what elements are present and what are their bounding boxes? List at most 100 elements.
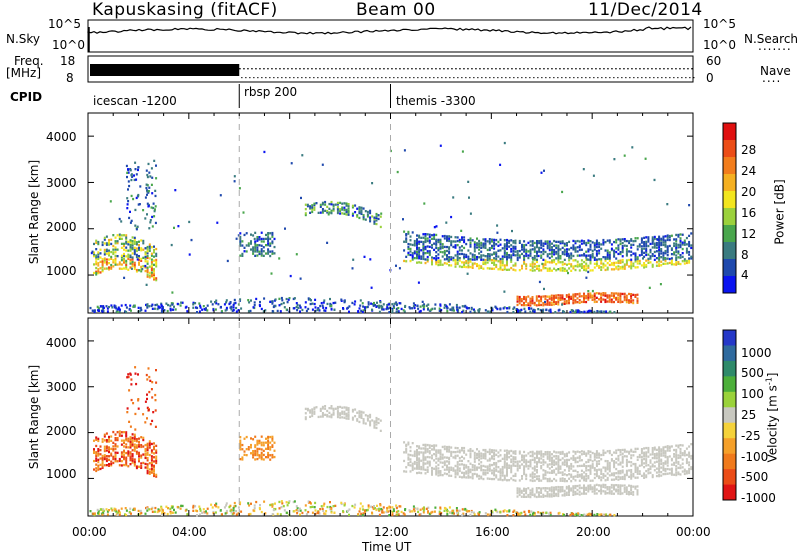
velocity-cell	[572, 493, 575, 496]
velocity-cell	[621, 455, 624, 458]
power-cell	[138, 255, 140, 258]
velocity-cell	[668, 472, 671, 475]
power-cell	[634, 260, 637, 263]
velocity-cell	[630, 492, 633, 495]
velocity-cell	[198, 513, 201, 516]
power-cell	[422, 257, 425, 261]
velocity-cell	[435, 450, 438, 454]
power-cell	[336, 209, 339, 212]
velocity-cell	[651, 456, 654, 460]
velocity-cell	[478, 511, 481, 514]
power-cell	[572, 248, 575, 251]
velocity-cell	[131, 461, 134, 464]
power-cell	[127, 240, 130, 243]
power-cell	[463, 236, 466, 239]
velocity-cell	[416, 461, 418, 464]
velocity-cell	[583, 486, 585, 489]
velocity-cell	[450, 474, 453, 477]
velocity-cell	[347, 407, 350, 410]
power-cell	[450, 235, 453, 239]
power-cell	[610, 247, 613, 250]
power-cell	[120, 242, 123, 245]
velocity-cell	[151, 381, 154, 384]
power-cell	[486, 261, 489, 264]
velocity-cell	[589, 469, 592, 472]
power-cell	[538, 240, 541, 243]
velocity-cell	[411, 462, 414, 465]
velocity-cell	[473, 454, 476, 457]
power-cell	[184, 306, 187, 309]
velocity-cell	[199, 509, 202, 512]
velocity-cell	[559, 452, 562, 455]
velocity-cell	[417, 510, 420, 513]
velocity-cell	[548, 487, 551, 490]
power-cell	[274, 298, 277, 301]
power-cell	[443, 249, 446, 253]
velocity-cell	[568, 469, 571, 472]
power-cell	[608, 255, 611, 259]
velocity-cell	[273, 455, 276, 459]
velocity-cell	[572, 486, 575, 490]
power-cell	[638, 254, 641, 257]
velocity-cell	[617, 463, 620, 466]
velocity-cell	[250, 437, 252, 440]
velocity-cell	[92, 512, 95, 515]
velocity-cell	[544, 489, 547, 492]
velocity-cell	[446, 448, 448, 451]
power-cell	[679, 241, 682, 244]
power-cell	[133, 250, 136, 254]
power-cell	[619, 251, 622, 254]
power-cell	[499, 257, 502, 261]
velocity-cell	[593, 513, 596, 517]
nave-dot	[257, 77, 259, 79]
velocity-cell	[256, 441, 259, 444]
power-cell	[110, 255, 113, 259]
velocity-cell	[480, 469, 483, 472]
velocity-cell	[446, 472, 448, 476]
power-cell	[638, 259, 641, 263]
velocity-cell	[471, 449, 474, 453]
velocity-cell	[420, 451, 423, 454]
velocity-cell	[446, 466, 448, 469]
velocity-cell	[148, 453, 151, 457]
power-cell	[653, 258, 656, 261]
power-cell	[484, 238, 487, 241]
velocity-cell	[267, 439, 270, 443]
velocity-cell	[114, 451, 117, 454]
velocity-cell	[548, 453, 551, 456]
velocity-cell	[649, 465, 652, 468]
power-cell	[267, 242, 270, 245]
power-cell	[548, 295, 551, 298]
velocity-cell	[538, 459, 541, 462]
power-cell	[360, 309, 363, 312]
power-cell	[324, 209, 327, 212]
velocity-cell	[630, 488, 633, 492]
velocity-cell	[142, 445, 145, 448]
power-cell	[128, 216, 131, 220]
velocity-cell	[478, 462, 481, 466]
velocity-cell	[608, 461, 611, 465]
power-cell	[439, 303, 442, 306]
velocity-cell	[533, 465, 536, 468]
velocity-cell	[456, 463, 459, 466]
velocity-cell	[458, 451, 461, 454]
power-cell	[658, 248, 661, 251]
power-cell	[420, 257, 423, 260]
power-cell	[538, 280, 541, 284]
velocity-cell	[476, 468, 478, 471]
power-cell	[254, 240, 257, 243]
velocity-cell	[184, 509, 187, 512]
power-cell	[478, 245, 481, 248]
power-cell	[271, 242, 274, 245]
power-cell	[461, 245, 463, 248]
power-cell	[232, 306, 235, 309]
velocity-cell	[551, 465, 553, 468]
velocity-cell	[546, 457, 549, 460]
power-cell	[525, 243, 528, 247]
velocity-cell	[587, 450, 590, 453]
power-cell	[548, 242, 551, 246]
velocity-cell	[527, 467, 530, 470]
power-cell	[478, 242, 481, 245]
velocity-cell	[461, 449, 463, 452]
velocity-cell	[138, 465, 140, 468]
